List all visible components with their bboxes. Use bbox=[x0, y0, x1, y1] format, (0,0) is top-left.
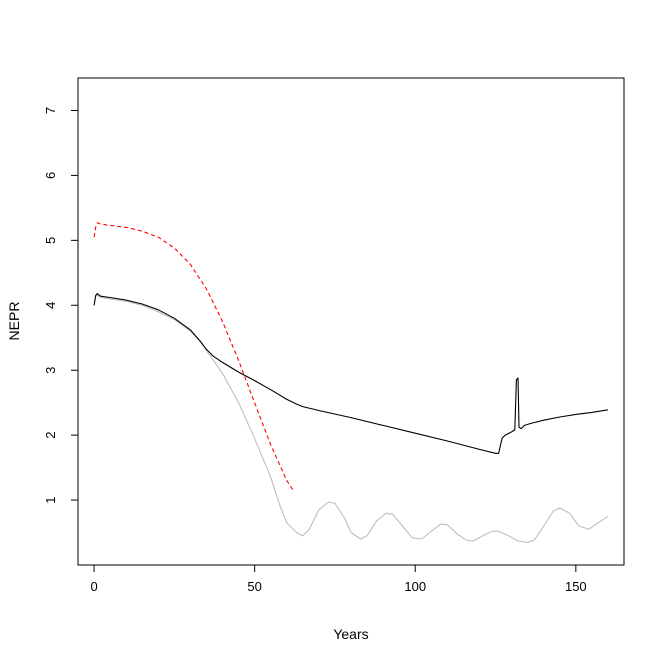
series-line-2 bbox=[93, 293, 608, 454]
x-axis: 0 50 100 150 bbox=[90, 564, 587, 594]
y-axis: 1 2 3 4 5 6 7 bbox=[43, 107, 79, 504]
y-tick-label: 3 bbox=[43, 367, 58, 374]
plot-frame bbox=[77, 77, 625, 566]
x-tick-label: 0 bbox=[90, 579, 97, 594]
x-tick-label: 150 bbox=[565, 579, 587, 594]
series-line-1 bbox=[93, 294, 609, 543]
y-tick-label: 5 bbox=[43, 237, 58, 244]
y-tick-label: 2 bbox=[43, 432, 58, 439]
y-tick-label: 4 bbox=[43, 302, 58, 309]
y-tick-label: 6 bbox=[43, 172, 58, 179]
y-axis-title: NEPR bbox=[6, 302, 22, 341]
y-tick-label: 7 bbox=[43, 107, 58, 114]
series-line-3 bbox=[93, 222, 294, 491]
x-tick-label: 100 bbox=[404, 579, 426, 594]
y-tick-label: 1 bbox=[43, 496, 58, 503]
series-layer bbox=[93, 222, 609, 543]
x-tick-label: 50 bbox=[247, 579, 261, 594]
x-axis-title: Years bbox=[333, 626, 368, 642]
